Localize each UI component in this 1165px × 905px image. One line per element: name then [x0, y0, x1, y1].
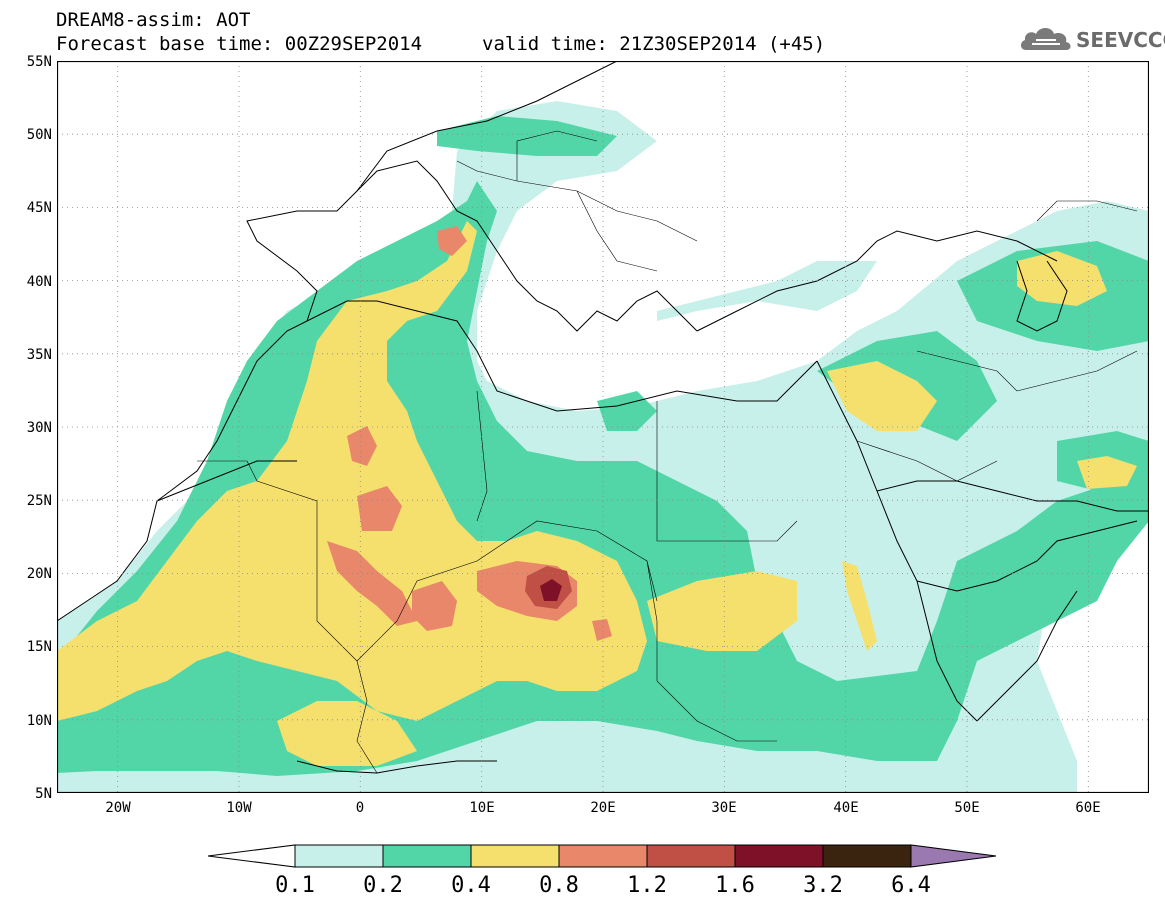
colorbar-segment-3 [470, 844, 560, 868]
colorbar-segment-4 [558, 844, 648, 868]
base-time-label: Forecast base time: 00Z29SEP2014 [56, 33, 423, 55]
colorbar-segment-1 [294, 844, 384, 868]
colorbar-label-6-4: 6.4 [891, 873, 931, 898]
lon-label-60e: 60E [1075, 800, 1100, 816]
colorbar-label-0-2: 0.2 [363, 873, 403, 898]
colorbar-label-1-2: 1.2 [627, 873, 667, 898]
lat-label-25n: 25N [27, 493, 52, 509]
colorbar-segment-7 [822, 844, 912, 868]
map-frame [57, 61, 1149, 793]
colorbar-label-3-2: 3.2 [803, 873, 843, 898]
product-title: DREAM8-assim: AOT [56, 9, 251, 31]
lat-label-35n: 35N [27, 347, 52, 363]
lon-label-10w: 10W [226, 800, 252, 816]
colorbar: 0.1 0.2 0.4 0.8 1.2 1.6 3.2 6.4 [207, 844, 997, 898]
lat-label-20n: 20N [27, 566, 52, 582]
colorbar-label-0-4: 0.4 [451, 873, 491, 898]
lon-label-0: 0 [356, 800, 364, 816]
valid-time-label: valid time: 21Z30SEP2014 (+45) [482, 33, 826, 55]
seevccc-logo: SEEVCCC [1018, 22, 1165, 56]
country-borders [197, 130, 1138, 774]
colorbar-under-arrow [207, 844, 296, 868]
aot-map [57, 61, 1149, 793]
colorbar-segment-2 [382, 844, 472, 868]
lon-label-40e: 40E [833, 800, 858, 816]
lon-label-20e: 20E [590, 800, 615, 816]
grid-lines [57, 61, 1149, 793]
colorbar-label-0-1: 0.1 [275, 873, 315, 898]
colorbar-segment-6 [734, 844, 824, 868]
colorbar-over-arrow [910, 844, 997, 868]
logo-text: SEEVCCC [1076, 28, 1165, 52]
lat-label-15n: 15N [27, 639, 52, 655]
lat-label-10n: 10N [27, 713, 52, 729]
lat-label-45n: 45N [27, 200, 52, 216]
map-axes: 55N 50N 45N 40N 35N 30N 25N 20N 15N 10N … [27, 54, 1101, 816]
cloud-icon [1020, 28, 1071, 50]
lat-label-5n: 5N [35, 786, 52, 802]
colorbar-segment-5 [646, 844, 736, 868]
lat-label-40n: 40N [27, 274, 52, 290]
lon-label-30e: 30E [711, 800, 736, 816]
aot-level-1-6 [540, 579, 562, 601]
coastlines [57, 61, 1149, 774]
lon-label-20w: 20W [105, 800, 131, 816]
lat-label-30n: 30N [27, 420, 52, 436]
lon-label-50e: 50E [954, 800, 979, 816]
lat-label-55n: 55N [27, 54, 52, 70]
colorbar-label-0-8: 0.8 [539, 873, 579, 898]
lat-label-50n: 50N [27, 127, 52, 143]
colorbar-label-1-6: 1.6 [715, 873, 755, 898]
lon-label-10e: 10E [469, 800, 494, 816]
